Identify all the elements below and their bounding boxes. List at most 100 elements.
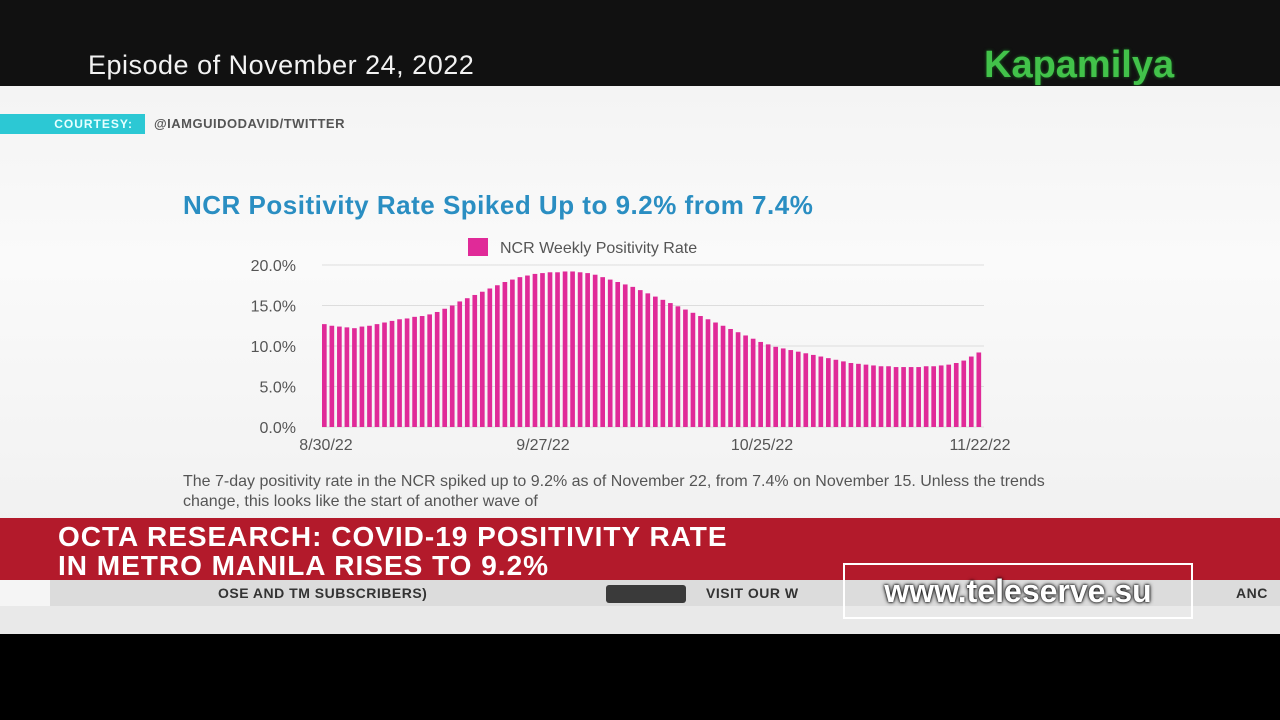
bar — [728, 328, 733, 427]
bar — [555, 272, 560, 427]
bar — [570, 271, 575, 427]
bar — [630, 286, 636, 427]
bar — [698, 316, 703, 427]
bar — [871, 365, 876, 427]
bar — [404, 318, 410, 427]
bar — [600, 277, 605, 427]
bar — [826, 358, 831, 427]
ticker-text-left: OSE AND TM SUBSCRIBERS) — [218, 585, 428, 601]
bar — [690, 312, 696, 427]
bar — [668, 303, 673, 427]
bar — [976, 352, 982, 427]
bar — [615, 282, 621, 427]
bar — [367, 325, 372, 427]
bar — [344, 327, 350, 427]
bar — [780, 348, 786, 427]
y-tick-label: 0.0% — [260, 420, 296, 437]
bar — [908, 367, 914, 427]
bar — [720, 325, 726, 427]
bar — [502, 282, 508, 427]
bar — [412, 316, 417, 427]
ticker-left-block — [0, 580, 50, 606]
chart-legend: NCR Weekly Positivity Rate — [468, 238, 697, 258]
bar — [803, 353, 809, 427]
bar — [442, 308, 448, 427]
bar — [841, 361, 846, 427]
x-tick-label: 11/22/22 — [949, 437, 1010, 454]
bar — [818, 356, 824, 427]
bar — [510, 279, 515, 427]
chart-title: NCR Positivity Rate Spiked Up to 9.2% fr… — [183, 190, 814, 220]
bar — [472, 294, 478, 427]
bar — [833, 359, 839, 427]
bar — [931, 366, 936, 427]
bar — [810, 354, 816, 427]
lower-third-text: OCTA RESEARCH: COVID-19 POSITIVITY RATE … — [58, 522, 728, 580]
courtesy-tag: COURTESY: — [0, 114, 145, 134]
x-tick-label: 10/25/22 — [731, 437, 793, 454]
lower-third-line2: IN METRO MANILA RISES TO 9.2% — [58, 550, 550, 581]
bar — [886, 366, 891, 427]
bar — [322, 324, 327, 427]
bar — [968, 356, 974, 427]
watermark: www.teleserve.su — [843, 563, 1193, 619]
bar — [495, 285, 500, 427]
bar — [622, 284, 628, 427]
y-tick-label: 20.0% — [251, 258, 296, 275]
bar — [637, 290, 643, 427]
bar — [713, 322, 718, 427]
bar — [645, 293, 651, 427]
bar — [540, 273, 545, 427]
bar — [765, 344, 771, 427]
ticker-text-right: VISIT OUR W — [706, 585, 799, 601]
bar — [464, 298, 470, 427]
bar — [705, 319, 711, 427]
bar — [878, 366, 884, 427]
bar — [434, 311, 440, 427]
bar — [735, 332, 741, 427]
bottom-band — [0, 606, 1280, 634]
bar — [532, 273, 538, 427]
bar — [946, 364, 952, 427]
bar — [938, 365, 944, 427]
courtesy-source: @IAMGUIDODAVID/TWITTER — [154, 116, 345, 131]
bar — [359, 326, 365, 427]
y-tick-label: 5.0% — [260, 380, 296, 397]
bar — [592, 274, 598, 427]
bar — [653, 296, 658, 427]
bar — [795, 351, 801, 427]
bar — [389, 320, 395, 427]
bar — [525, 275, 530, 427]
bar — [562, 271, 568, 427]
bar — [863, 364, 869, 427]
bar — [675, 306, 681, 427]
bar — [607, 279, 613, 427]
logo-text: Kapamilya — [984, 44, 1175, 86]
bar — [901, 367, 906, 427]
bar — [660, 299, 666, 427]
bar — [419, 316, 425, 427]
bar — [547, 272, 553, 427]
bar — [773, 346, 779, 427]
ticker-text-end: ANC — [1236, 585, 1268, 601]
ticker-badge — [606, 585, 686, 603]
bar — [427, 314, 432, 427]
episode-label: Episode of November 24, 2022 — [88, 50, 475, 80]
bar — [916, 367, 921, 427]
x-tick-label: 9/27/22 — [516, 437, 569, 454]
bar — [397, 319, 402, 427]
bar — [457, 301, 463, 427]
x-tick-label: 8/30/22 — [299, 437, 352, 454]
bar — [923, 366, 929, 427]
bar — [848, 363, 854, 427]
bar — [683, 309, 688, 427]
bar — [743, 335, 748, 427]
bar — [961, 360, 967, 427]
bar — [479, 291, 485, 427]
bar — [577, 272, 583, 427]
bar — [750, 338, 756, 427]
legend-swatch — [468, 238, 488, 256]
bar — [856, 363, 861, 427]
top-bar — [0, 0, 1280, 90]
